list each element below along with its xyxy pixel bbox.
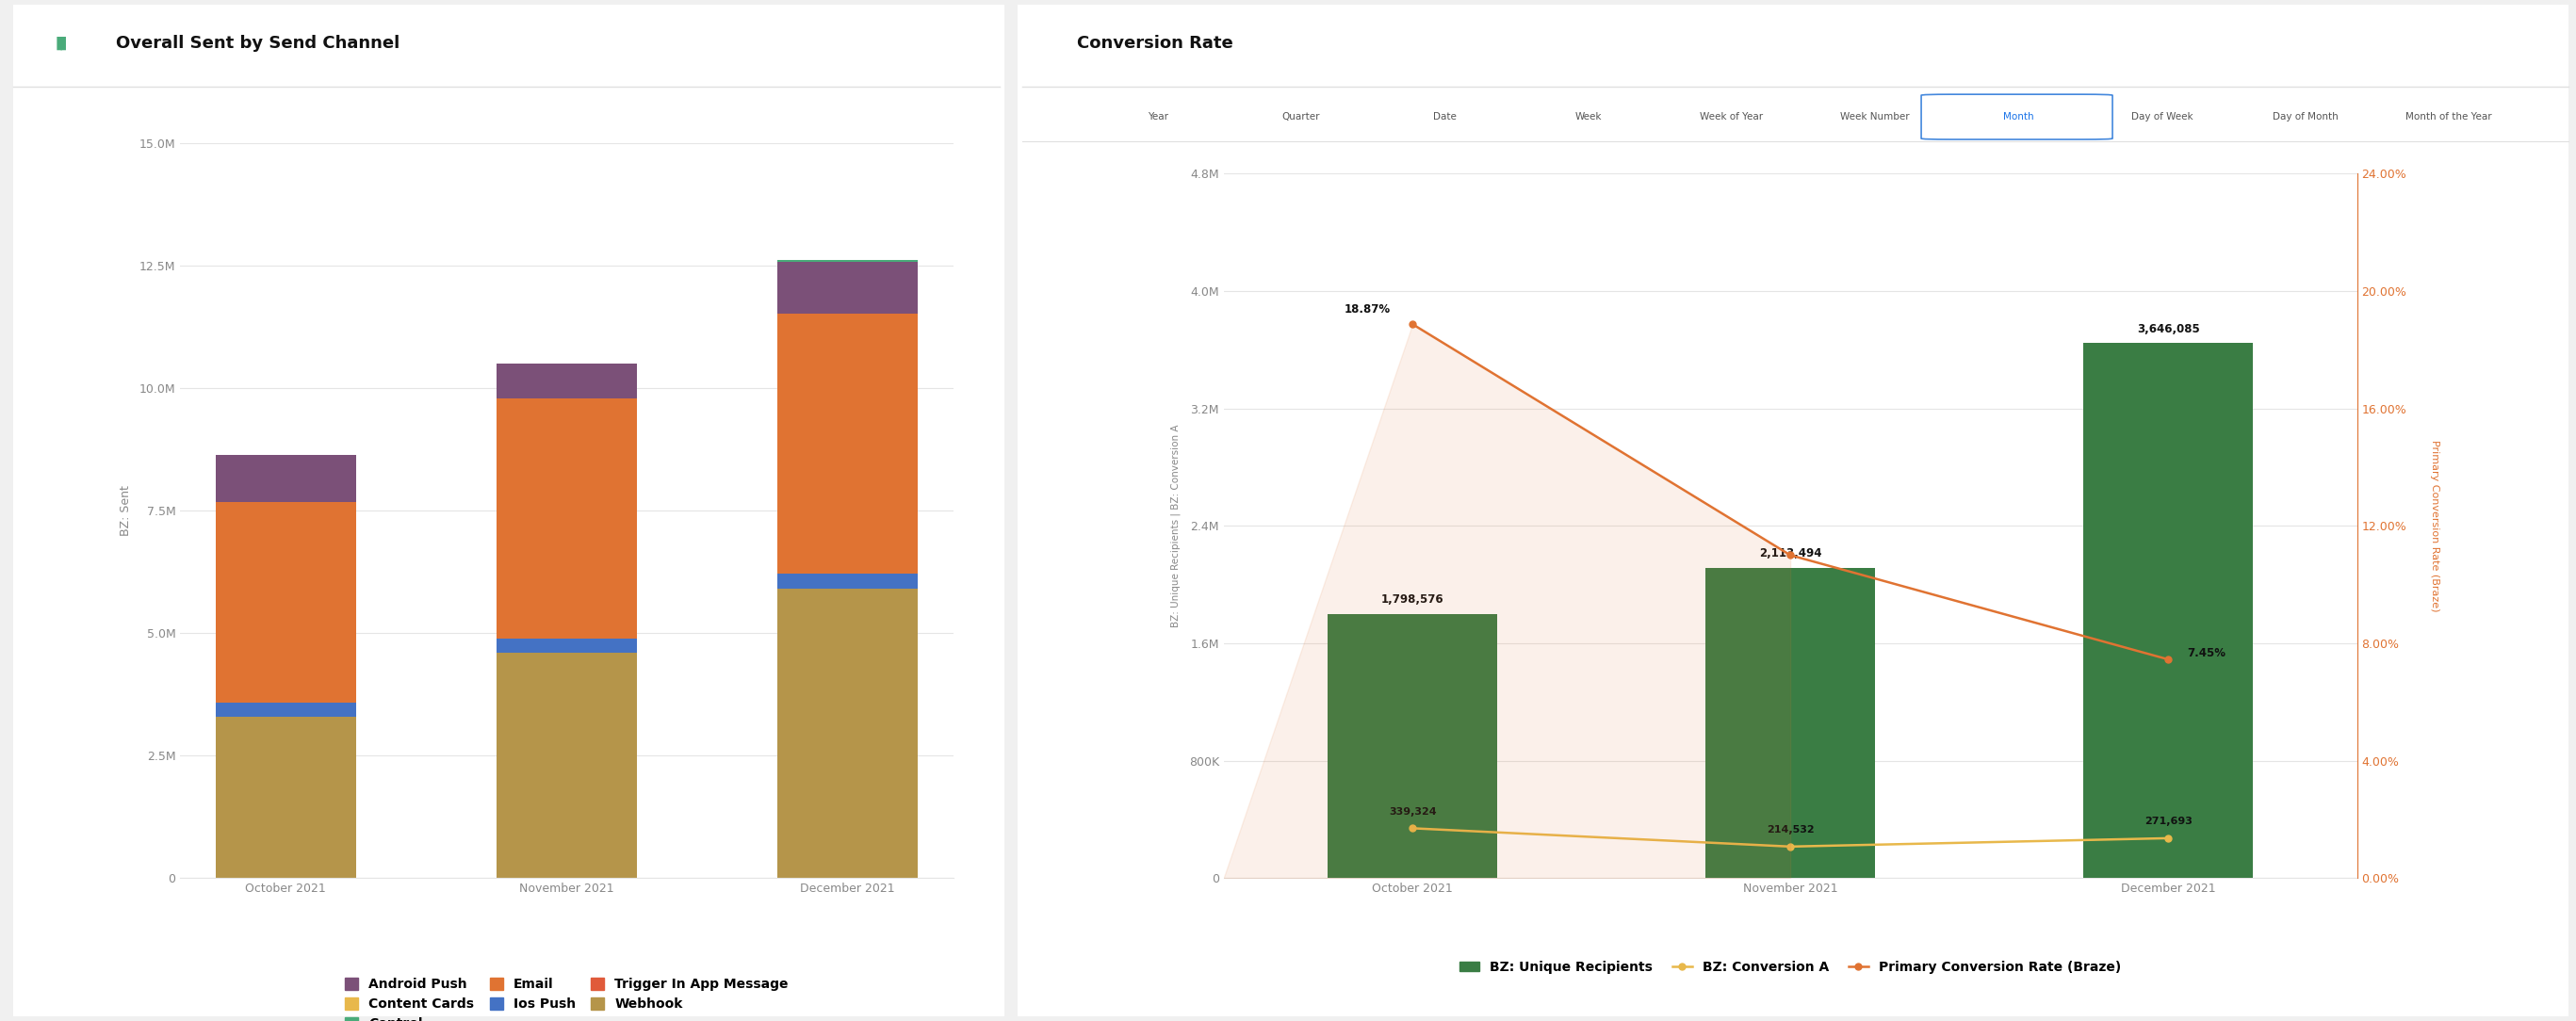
Bar <box>1705 568 1875 878</box>
Bar <box>497 399 636 639</box>
Text: Day of Week: Day of Week <box>2130 111 2192 121</box>
Text: 1,798,576: 1,798,576 <box>1381 594 1445 606</box>
Bar <box>778 589 917 878</box>
Text: 3,646,085: 3,646,085 <box>2136 323 2200 335</box>
Bar <box>497 652 636 878</box>
FancyBboxPatch shape <box>3 0 1015 1021</box>
Bar <box>497 363 636 399</box>
Bar <box>778 573 917 589</box>
Bar <box>2084 343 2254 878</box>
Text: 271,693: 271,693 <box>2143 817 2192 826</box>
Text: 339,324: 339,324 <box>1388 807 1437 817</box>
Legend: Android Push, Content Cards, Control, Email, Ios Push, Trigger In App Message, W: Android Push, Content Cards, Control, Em… <box>340 973 793 1021</box>
Text: Week: Week <box>1574 111 1602 121</box>
Text: Year: Year <box>1146 111 1167 121</box>
Bar <box>497 639 636 652</box>
Text: 7.45%: 7.45% <box>2187 647 2226 660</box>
Bar <box>216 702 355 717</box>
Text: Month: Month <box>2004 111 2032 121</box>
FancyBboxPatch shape <box>1002 0 2576 1021</box>
Text: Week of Year: Week of Year <box>1700 111 1762 121</box>
Text: Month of the Year: Month of the Year <box>2406 111 2491 121</box>
Bar <box>778 262 917 313</box>
Text: Week Number: Week Number <box>1839 111 1909 121</box>
Text: 214,532: 214,532 <box>1767 825 1814 835</box>
Text: Quarter: Quarter <box>1283 111 1321 121</box>
Text: Date: Date <box>1432 111 1455 121</box>
Y-axis label: BZ: Unique Recipients | BZ: Conversion A: BZ: Unique Recipients | BZ: Conversion A <box>1172 425 1180 627</box>
Bar <box>1327 614 1497 878</box>
Text: Conversion Rate: Conversion Rate <box>1077 35 1234 51</box>
Y-axis label: Primary Conversion Rate (Braze): Primary Conversion Rate (Braze) <box>2429 440 2439 612</box>
Bar <box>778 259 917 262</box>
Text: 18.87%: 18.87% <box>1345 303 1391 315</box>
Y-axis label: BZ: Sent: BZ: Sent <box>118 485 131 536</box>
Legend: BZ: Unique Recipients, BZ: Conversion A, Primary Conversion Rate (Braze): BZ: Unique Recipients, BZ: Conversion A,… <box>1455 955 2125 979</box>
Bar <box>216 455 355 501</box>
Bar <box>778 313 917 573</box>
Bar <box>216 501 355 702</box>
Text: ▐▌: ▐▌ <box>52 36 72 50</box>
Text: Overall Sent by Send Channel: Overall Sent by Send Channel <box>116 35 399 51</box>
Bar <box>216 717 355 878</box>
Text: 2,113,494: 2,113,494 <box>1759 547 1821 560</box>
FancyBboxPatch shape <box>1922 94 2112 140</box>
Text: Day of Month: Day of Month <box>2272 111 2339 121</box>
